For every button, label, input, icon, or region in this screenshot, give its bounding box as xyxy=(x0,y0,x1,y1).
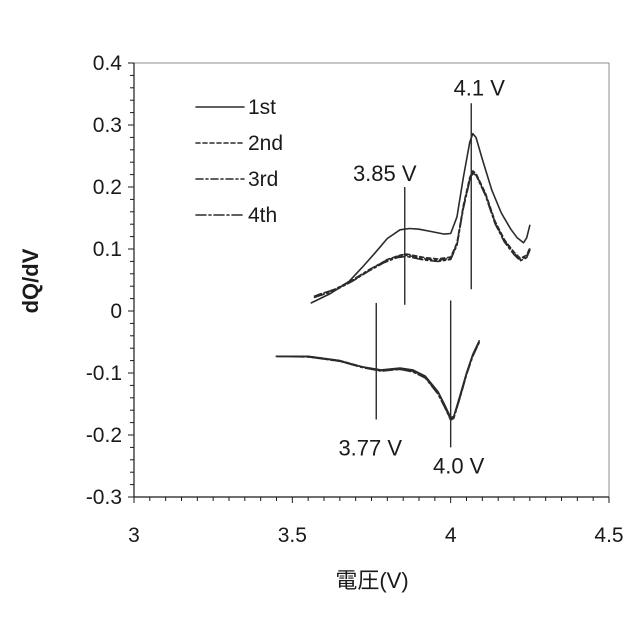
y-tick-label: 0.3 xyxy=(93,114,122,137)
x-tick-label: 4 xyxy=(445,524,457,547)
legend-label-4th: 4th xyxy=(248,204,277,227)
series-4th-discharge-line xyxy=(277,343,480,421)
x-tick-label: 4.5 xyxy=(594,524,623,547)
series-4th-charge-line xyxy=(315,173,530,297)
x-axis-title: 電圧(V) xyxy=(335,568,408,593)
y-tick-label: 0 xyxy=(110,300,122,323)
legend: 1st 2nd 3rd 4th xyxy=(196,96,283,227)
plot-area-border xyxy=(134,63,609,497)
series-3rd-charge-line xyxy=(315,172,530,296)
annotation-label: 3.85 V xyxy=(353,161,417,186)
annotation-label: 4.0 V xyxy=(433,453,485,478)
x-tick-label: 3.5 xyxy=(278,524,307,547)
annotation-label: 3.77 V xyxy=(338,436,402,461)
series-1st-charge-line xyxy=(311,134,530,303)
legend-label-1st: 1st xyxy=(248,96,276,119)
y-axis-title: dQ/dV xyxy=(18,248,43,313)
y-tick-label: 0.2 xyxy=(93,176,122,199)
legend-label-2nd: 2nd xyxy=(248,132,283,155)
series-1st-discharge-line xyxy=(277,341,480,418)
y-tick-label: 0.4 xyxy=(93,52,123,75)
legend-label-3rd: 3rd xyxy=(248,168,278,191)
series-3rd-discharge-line xyxy=(277,342,480,420)
y-tick-label: -0.3 xyxy=(86,486,122,509)
y-tick-label: -0.1 xyxy=(86,362,122,385)
series-2nd-charge-line xyxy=(318,171,530,295)
axes: -0.3 -0.2 -0.1 0 0.1 0.2 0.3 0.4 3 3.5 4 4.5 xyxy=(86,52,624,547)
annotation-label: 4.1 V xyxy=(454,75,506,100)
series-2nd-discharge-line xyxy=(277,341,480,419)
x-tick-label: 3 xyxy=(128,524,140,547)
y-tick-label: 0.1 xyxy=(93,238,122,261)
y-tick-label: -0.2 xyxy=(86,424,122,447)
annotations: 4.1 V 3.85 V 3.77 V 4.0 V xyxy=(338,75,505,478)
